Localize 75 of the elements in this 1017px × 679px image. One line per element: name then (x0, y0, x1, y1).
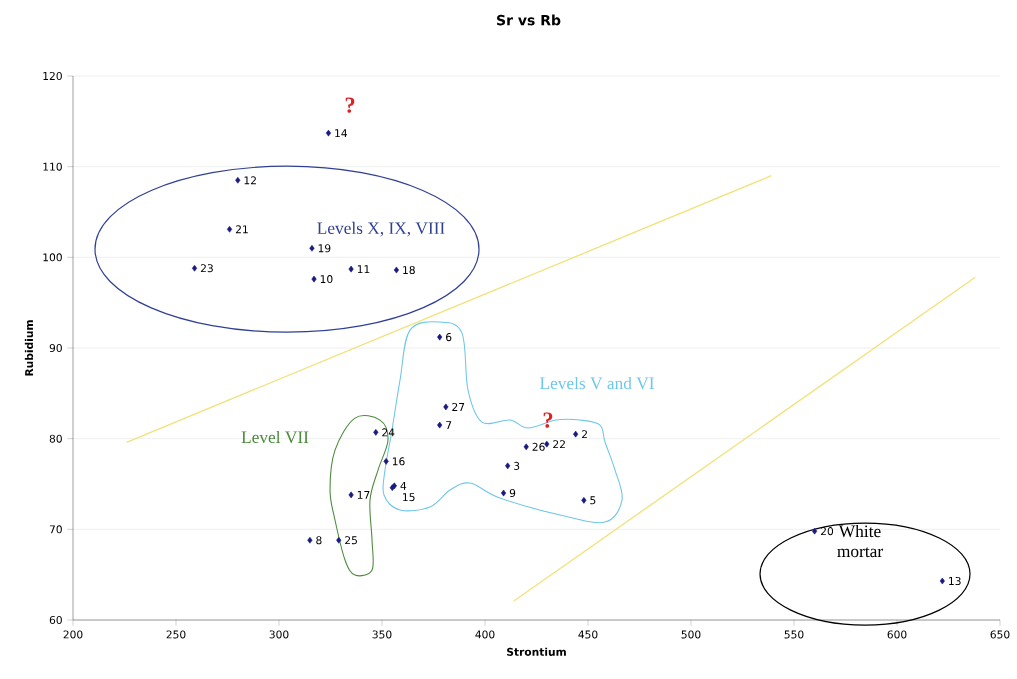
x-tick-label: 650 (990, 630, 1010, 639)
annotation: 10 (320, 275, 333, 284)
annotation: 23 (200, 264, 213, 273)
annotation: 2 (582, 430, 587, 439)
point (336, 536, 342, 544)
y-tick-label: 120 (43, 71, 62, 81)
annotation: 22 (553, 440, 565, 449)
point (191, 264, 198, 272)
point (573, 430, 579, 438)
annotation: 27 (452, 402, 465, 411)
point (311, 275, 317, 283)
x-axis-title: Strontium (507, 647, 566, 656)
point (505, 462, 511, 470)
annotation: 21 (235, 225, 248, 234)
x-tick-label: 550 (784, 630, 804, 639)
annotation: 6 (446, 333, 452, 342)
point (309, 244, 315, 252)
y-tick-label: 110 (43, 162, 62, 171)
annotation: 12 (244, 176, 256, 185)
point (383, 458, 389, 465)
x-tick-label: 400 (475, 630, 495, 639)
point (325, 129, 332, 137)
point (523, 443, 529, 451)
annotation: ? (345, 97, 355, 113)
x-tick-label: 500 (681, 630, 701, 639)
x-tick-label: 600 (887, 630, 907, 639)
annotation: ? (543, 412, 553, 428)
annotation: 17 (357, 490, 370, 499)
annotation: 9 (509, 489, 516, 498)
annotation: 3 (514, 461, 520, 470)
point (437, 333, 443, 341)
x-tick-label: 200 (63, 630, 83, 639)
y-axis-title: Rubidium (24, 320, 34, 376)
x-tick-label: 350 (372, 630, 392, 639)
annotation: Levels V and VI (539, 376, 654, 390)
y-tick-label: 80 (49, 434, 62, 443)
y-tick-label: 70 (49, 525, 62, 534)
x-tick-label: 450 (578, 630, 598, 639)
point (235, 176, 241, 184)
point (348, 491, 354, 499)
point (437, 421, 443, 429)
y-tick-label: 100 (43, 253, 62, 262)
annotation: 14 (335, 129, 348, 138)
annotation: 24 (382, 428, 395, 437)
y-tick-label: 60 (49, 615, 62, 625)
x-tick-label: 250 (166, 630, 186, 639)
annotation: 7 (446, 421, 452, 429)
point (393, 266, 399, 274)
y-tick-label: 90 (49, 343, 62, 353)
point (581, 496, 587, 504)
annotation: 13 (949, 576, 961, 586)
point (443, 403, 449, 411)
annotation: 25 (345, 536, 357, 545)
annotation: 8 (316, 536, 322, 545)
annotation: 4 (400, 481, 407, 490)
annotation: 11 (357, 265, 370, 274)
point (812, 527, 818, 535)
annotation: Level VII (241, 430, 309, 444)
annotation: 20 (820, 527, 834, 536)
annotation: 26 (532, 442, 545, 451)
annotation: 18 (403, 265, 415, 275)
point (226, 225, 233, 233)
x-tick-label: 300 (269, 630, 289, 639)
annotation: Levels X, IX, VIII (317, 221, 445, 237)
annotation: 5 (590, 496, 596, 505)
point (500, 489, 507, 497)
annotation: 19 (318, 244, 331, 253)
annotation: 16 (392, 457, 405, 466)
annotation: 15 (403, 493, 415, 502)
point (939, 577, 945, 585)
annotation: White mortar (837, 524, 883, 558)
point (348, 265, 354, 273)
chart-title: Sr vs Rb (497, 14, 561, 26)
point (373, 428, 379, 436)
point (307, 536, 313, 544)
